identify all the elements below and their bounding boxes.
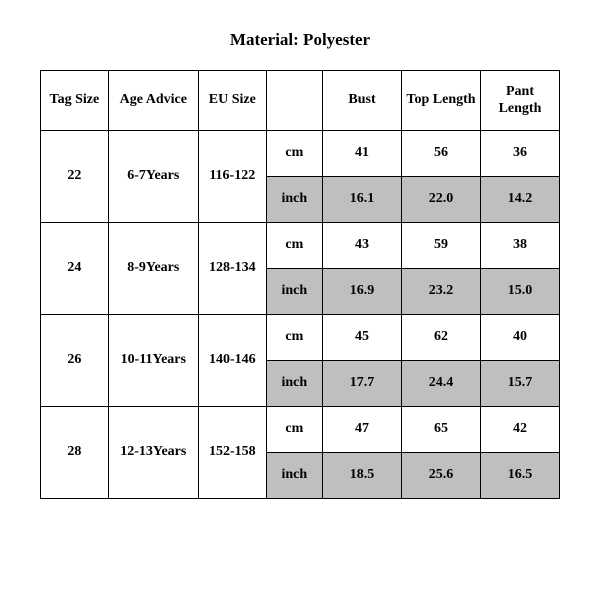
cell-eu-size: 116-122 bbox=[198, 131, 266, 223]
cell-pant-length: 15.7 bbox=[480, 361, 559, 407]
cell-top-length: 65 bbox=[402, 407, 481, 453]
cell-age-advice: 8-9Years bbox=[108, 223, 198, 315]
cell-unit-inch: inch bbox=[266, 269, 322, 315]
cell-top-length: 59 bbox=[402, 223, 481, 269]
col-unit bbox=[266, 71, 322, 131]
cell-tag-size: 24 bbox=[41, 223, 109, 315]
cell-bust: 17.7 bbox=[323, 361, 402, 407]
cell-unit-cm: cm bbox=[266, 315, 322, 361]
col-age-advice: Age Advice bbox=[108, 71, 198, 131]
cell-top-length: 22.0 bbox=[402, 177, 481, 223]
cell-tag-size: 22 bbox=[41, 131, 109, 223]
cell-age-advice: 12-13Years bbox=[108, 407, 198, 499]
cell-pant-length: 36 bbox=[480, 131, 559, 177]
page-title: Material: Polyester bbox=[0, 0, 600, 70]
cell-unit-cm: cm bbox=[266, 223, 322, 269]
cell-eu-size: 140-146 bbox=[198, 315, 266, 407]
cell-unit-inch: inch bbox=[266, 177, 322, 223]
col-bust: Bust bbox=[323, 71, 402, 131]
cell-unit-inch: inch bbox=[266, 361, 322, 407]
size-table: Tag Size Age Advice EU Size Bust Top Len… bbox=[40, 70, 560, 499]
cell-top-length: 24.4 bbox=[402, 361, 481, 407]
col-eu-size: EU Size bbox=[198, 71, 266, 131]
col-top-length: Top Length bbox=[402, 71, 481, 131]
col-tag-size: Tag Size bbox=[41, 71, 109, 131]
cell-bust: 45 bbox=[323, 315, 402, 361]
cell-eu-size: 152-158 bbox=[198, 407, 266, 499]
table-row: 24 8-9Years 128-134 cm 43 59 38 bbox=[41, 223, 560, 269]
cell-bust: 16.1 bbox=[323, 177, 402, 223]
cell-pant-length: 14.2 bbox=[480, 177, 559, 223]
col-pant-length: Pant Length bbox=[480, 71, 559, 131]
cell-tag-size: 28 bbox=[41, 407, 109, 499]
cell-pant-length: 40 bbox=[480, 315, 559, 361]
table-header-row: Tag Size Age Advice EU Size Bust Top Len… bbox=[41, 71, 560, 131]
cell-top-length: 23.2 bbox=[402, 269, 481, 315]
cell-bust: 18.5 bbox=[323, 453, 402, 499]
cell-pant-length: 42 bbox=[480, 407, 559, 453]
size-table-wrapper: Tag Size Age Advice EU Size Bust Top Len… bbox=[0, 70, 600, 499]
cell-pant-length: 16.5 bbox=[480, 453, 559, 499]
cell-unit-cm: cm bbox=[266, 407, 322, 453]
table-body: 22 6-7Years 116-122 cm 41 56 36 inch 16.… bbox=[41, 131, 560, 499]
cell-unit-cm: cm bbox=[266, 131, 322, 177]
cell-unit-inch: inch bbox=[266, 453, 322, 499]
table-row: 28 12-13Years 152-158 cm 47 65 42 bbox=[41, 407, 560, 453]
cell-top-length: 62 bbox=[402, 315, 481, 361]
cell-pant-length: 15.0 bbox=[480, 269, 559, 315]
cell-age-advice: 6-7Years bbox=[108, 131, 198, 223]
cell-bust: 41 bbox=[323, 131, 402, 177]
cell-age-advice: 10-11Years bbox=[108, 315, 198, 407]
cell-bust: 43 bbox=[323, 223, 402, 269]
cell-top-length: 25.6 bbox=[402, 453, 481, 499]
cell-pant-length: 38 bbox=[480, 223, 559, 269]
cell-bust: 16.9 bbox=[323, 269, 402, 315]
cell-tag-size: 26 bbox=[41, 315, 109, 407]
table-row: 22 6-7Years 116-122 cm 41 56 36 bbox=[41, 131, 560, 177]
table-row: 26 10-11Years 140-146 cm 45 62 40 bbox=[41, 315, 560, 361]
cell-top-length: 56 bbox=[402, 131, 481, 177]
cell-eu-size: 128-134 bbox=[198, 223, 266, 315]
cell-bust: 47 bbox=[323, 407, 402, 453]
